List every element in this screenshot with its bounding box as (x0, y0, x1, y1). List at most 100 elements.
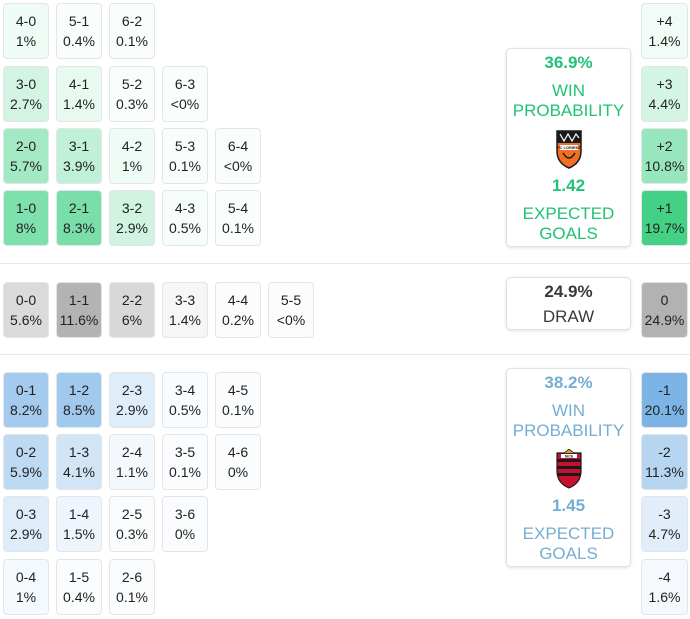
home-score-cell[interactable]: 6-3 <0% (162, 66, 208, 122)
probability-value: 2.9% (10, 526, 42, 542)
draw-score-cell[interactable]: 4-4 0.2% (215, 282, 261, 338)
away-score-cell[interactable]: 2-5 0.3% (109, 496, 155, 552)
home-score-cell[interactable]: 3-2 2.9% (109, 190, 155, 246)
draw-score-cell[interactable]: 2-2 6% (109, 282, 155, 338)
home-score-cell[interactable]: 3-0 2.7% (3, 66, 49, 122)
scoreline-label: 2-6 (121, 569, 143, 585)
away-score-cell[interactable]: 3-4 0.5% (162, 372, 208, 428)
away-margin-cell[interactable]: -1 20.1% (641, 372, 688, 428)
away-score-cell[interactable]: 3-5 0.1% (162, 434, 208, 490)
away-score-cell[interactable]: 0-3 2.9% (3, 496, 49, 552)
home-margin-cell[interactable]: +1 19.7% (641, 190, 688, 246)
draw-margin-cell[interactable]: 0 24.9% (641, 282, 688, 338)
probability-value: 19.7% (644, 220, 685, 236)
scoreline-label: 2-1 (68, 200, 90, 216)
probability-value: 4.1% (63, 464, 95, 480)
home-expected-goals-label: EXPECTED (522, 204, 615, 223)
probability-value: 1.1% (116, 464, 148, 480)
away-score-cell[interactable]: 1-5 0.4% (56, 559, 102, 615)
away-score-cell[interactable]: 0-1 8.2% (3, 372, 49, 428)
probability-value: 1.5% (63, 526, 95, 542)
away-score-cell[interactable]: 2-6 0.1% (109, 559, 155, 615)
away-score-cell[interactable]: 1-3 4.1% (56, 434, 102, 490)
probability-value: 1% (121, 158, 143, 174)
home-score-cell[interactable]: 5-4 0.1% (215, 190, 261, 246)
draw-score-cell[interactable]: 3-3 1.4% (162, 282, 208, 338)
away-margin-cell[interactable]: -3 4.7% (641, 496, 688, 552)
probability-value: 8% (15, 220, 37, 236)
away-margin-cell[interactable]: -2 11.3% (641, 434, 688, 490)
section-divider-top (0, 263, 690, 264)
scoreline-label: -3 (658, 506, 671, 522)
probability-value: 0.1% (222, 402, 254, 418)
away-summary-card: 38.2% WIN PROBABILITY NICE 1.45 EXPECTED… (506, 368, 631, 567)
scoreline-label: 3-4 (174, 382, 196, 398)
home-expected-goals-label-2: GOALS (539, 224, 598, 243)
home-score-cell[interactable]: 3-1 3.9% (56, 128, 102, 184)
probability-value: 3.9% (63, 158, 95, 174)
home-margin-cell[interactable]: +4 1.4% (641, 3, 688, 59)
draw-score-cell[interactable]: 0-0 5.6% (3, 282, 49, 338)
scoreline-label: 6-4 (227, 138, 249, 154)
probability-value: 0.1% (169, 158, 201, 174)
away-margin-cell[interactable]: -4 1.6% (641, 559, 688, 615)
home-win-label-2: PROBABILITY (512, 101, 625, 120)
probability-value: 1.4% (169, 312, 201, 328)
probability-value: 0.1% (169, 464, 201, 480)
home-score-cell[interactable]: 5-2 0.3% (109, 66, 155, 122)
away-score-cell[interactable]: 3-6 0% (162, 496, 208, 552)
home-score-cell[interactable]: 2-1 8.3% (56, 190, 102, 246)
draw-percentage: 24.9% (544, 282, 593, 301)
probability-value: 0% (227, 464, 249, 480)
scoreline-label: 1-1 (68, 292, 90, 308)
home-score-cell[interactable]: 6-4 <0% (215, 128, 261, 184)
away-score-cell[interactable]: 2-4 1.1% (109, 434, 155, 490)
scoreline-label: 0-0 (15, 292, 37, 308)
probability-value: 0.5% (169, 220, 201, 236)
scoreline-label: 3-6 (174, 506, 196, 522)
scoreline-label: 2-0 (15, 138, 37, 154)
scoreline-label: 5-4 (227, 200, 249, 216)
away-win-label-2: PROBABILITY (512, 421, 625, 440)
probability-value: 1.6% (648, 589, 681, 605)
home-score-cell[interactable]: 1-0 8% (3, 190, 49, 246)
home-score-cell[interactable]: 5-1 0.4% (56, 3, 102, 59)
scoreline-label: 0-3 (15, 506, 37, 522)
probability-value: 0.4% (63, 33, 95, 49)
probability-value: 0.5% (169, 402, 201, 418)
scoreline-label: 1-2 (68, 382, 90, 398)
home-score-cell[interactable]: 5-3 0.1% (162, 128, 208, 184)
section-divider-bottom (0, 354, 690, 355)
home-score-cell[interactable]: 4-2 1% (109, 128, 155, 184)
away-score-cell[interactable]: 4-6 0% (215, 434, 261, 490)
home-score-cell[interactable]: 4-0 1% (3, 3, 49, 59)
away-score-cell[interactable]: 0-4 1% (3, 559, 49, 615)
home-score-cell[interactable]: 6-2 0.1% (109, 3, 155, 59)
away-score-cell[interactable]: 1-2 8.5% (56, 372, 102, 428)
probability-value: 0.2% (222, 312, 254, 328)
home-score-cell[interactable]: 4-3 0.5% (162, 190, 208, 246)
scoreline-label: 1-3 (68, 444, 90, 460)
home-margin-cell[interactable]: +3 4.4% (641, 66, 688, 122)
scoreline-label: -2 (658, 444, 671, 460)
draw-score-cell[interactable]: 5-5 <0% (268, 282, 314, 338)
away-score-cell[interactable]: 1-4 1.5% (56, 496, 102, 552)
away-score-cell[interactable]: 2-3 2.9% (109, 372, 155, 428)
probability-value: <0% (170, 96, 200, 112)
away-score-cell[interactable]: 4-5 0.1% (215, 372, 261, 428)
home-margin-cell[interactable]: +2 10.8% (641, 128, 688, 184)
draw-score-cell[interactable]: 1-1 11.6% (56, 282, 102, 338)
draw-summary-card: 24.9% DRAW (506, 277, 631, 330)
home-score-cell[interactable]: 4-1 1.4% (56, 66, 102, 122)
scoreline-label: +4 (656, 13, 673, 29)
probability-value: 24.9% (644, 312, 685, 328)
probability-value: 5.6% (10, 312, 42, 328)
scoreline-label: 6-3 (174, 76, 196, 92)
probability-value: 5.9% (10, 464, 42, 480)
home-score-cell[interactable]: 2-0 5.7% (3, 128, 49, 184)
scoreline-label: 0-4 (15, 569, 37, 585)
scoreline-label: 4-5 (227, 382, 249, 398)
away-score-cell[interactable]: 0-2 5.9% (3, 434, 49, 490)
scoreline-label: 4-2 (121, 138, 143, 154)
probability-value: <0% (223, 158, 253, 174)
